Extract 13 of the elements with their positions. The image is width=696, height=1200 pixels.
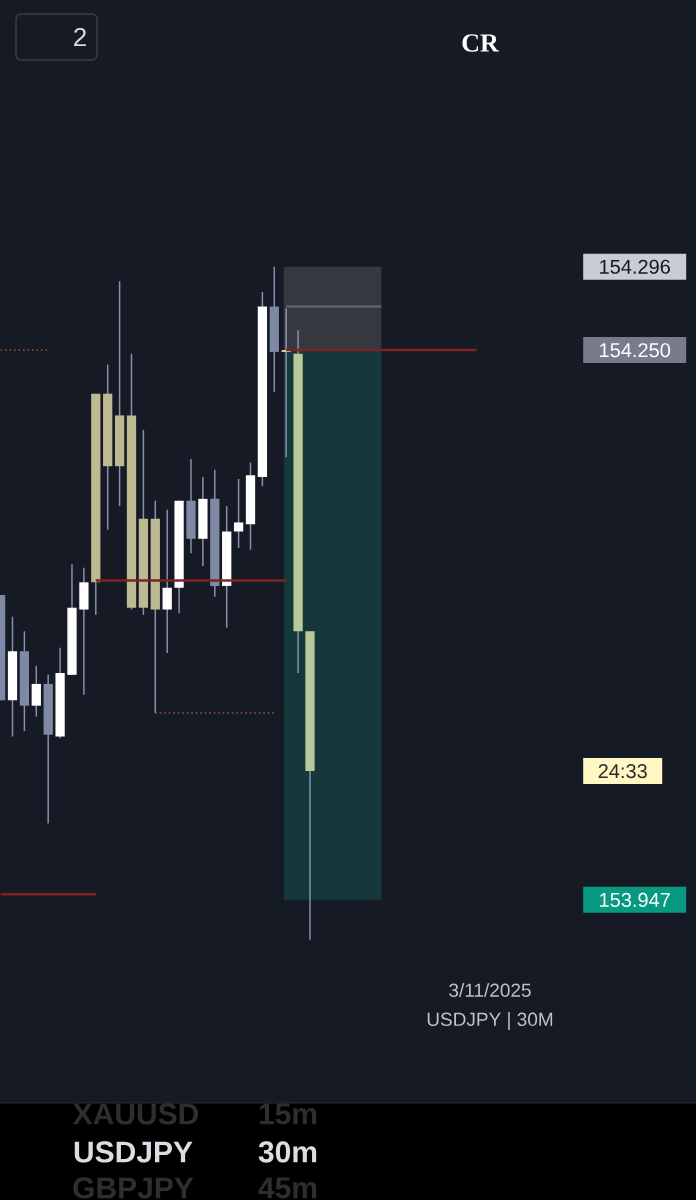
text: 30m	[258, 1141, 317, 1163]
y-tick-label: 154.296	[600, 259, 670, 274]
text: USDJPY	[74, 1141, 193, 1163]
text: 24:33	[598, 764, 647, 779]
candlestick	[31, 665, 41, 718]
candlestick	[233, 478, 244, 549]
y-tick-label: 154.250	[600, 343, 671, 358]
y-tick-label: 153.947	[600, 892, 670, 907]
candlestick	[162, 509, 172, 654]
annotation: CR	[462, 34, 499, 52]
annotation: 3/11/2025	[449, 983, 531, 997]
annotation: 2	[74, 27, 86, 47]
annotation: USDJPY | 30M	[427, 1012, 553, 1030]
